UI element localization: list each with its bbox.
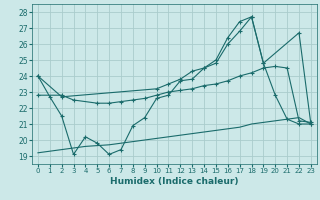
X-axis label: Humidex (Indice chaleur): Humidex (Indice chaleur) [110, 177, 239, 186]
